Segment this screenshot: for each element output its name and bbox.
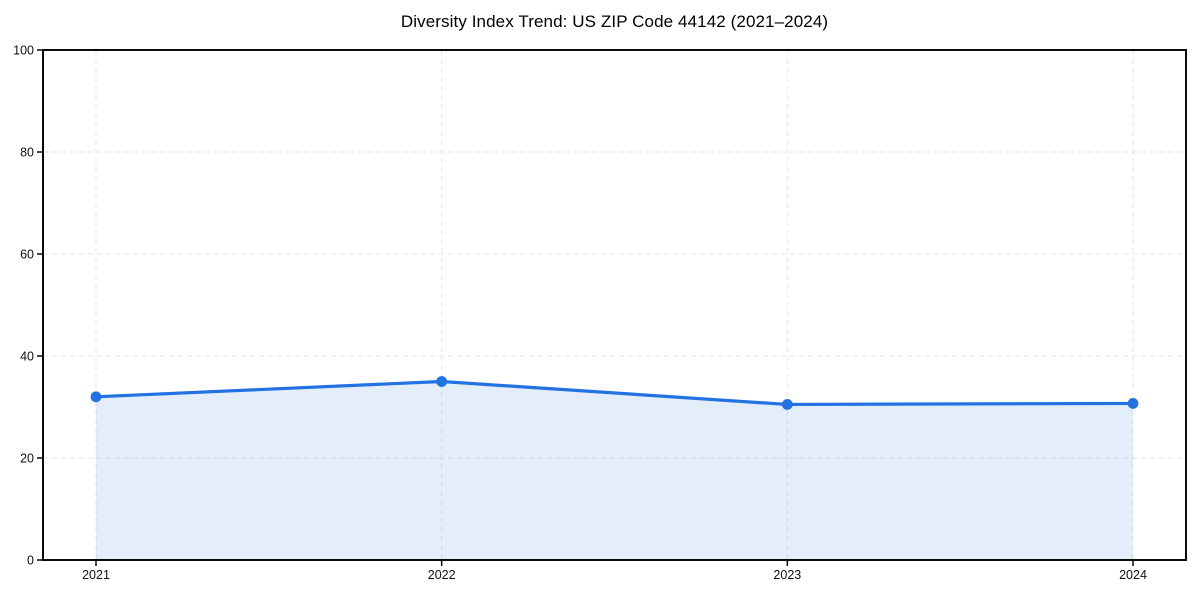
y-tick-label: 20 [20, 451, 34, 465]
x-tick-label: 2023 [773, 568, 801, 582]
data-point-marker [1127, 398, 1139, 409]
y-tick-label: 40 [20, 349, 34, 363]
x-tick-label: 2022 [428, 568, 456, 582]
x-tick-label: 2024 [1119, 568, 1147, 582]
data-point-marker [436, 376, 448, 387]
data-point-markers [90, 376, 1139, 410]
y-tick-label: 0 [27, 553, 34, 567]
data-point-marker [781, 399, 793, 410]
trend-line [94, 379, 1135, 407]
y-tick-label: 80 [20, 145, 34, 159]
plot-border [42, 49, 1187, 561]
chart-title: Diversity Index Trend: US ZIP Code 44142… [400, 12, 829, 31]
axis-ticks: 0 20 40 60 80 100 2021 2022 2023 2024 [13, 43, 1147, 582]
area-fill [96, 381, 1133, 560]
y-tick-label: 60 [20, 247, 34, 261]
x-tick-label: 2021 [82, 568, 110, 582]
data-point-marker [90, 391, 102, 403]
y-tick-label: 100 [13, 43, 34, 57]
grid-lines [43, 50, 1186, 560]
